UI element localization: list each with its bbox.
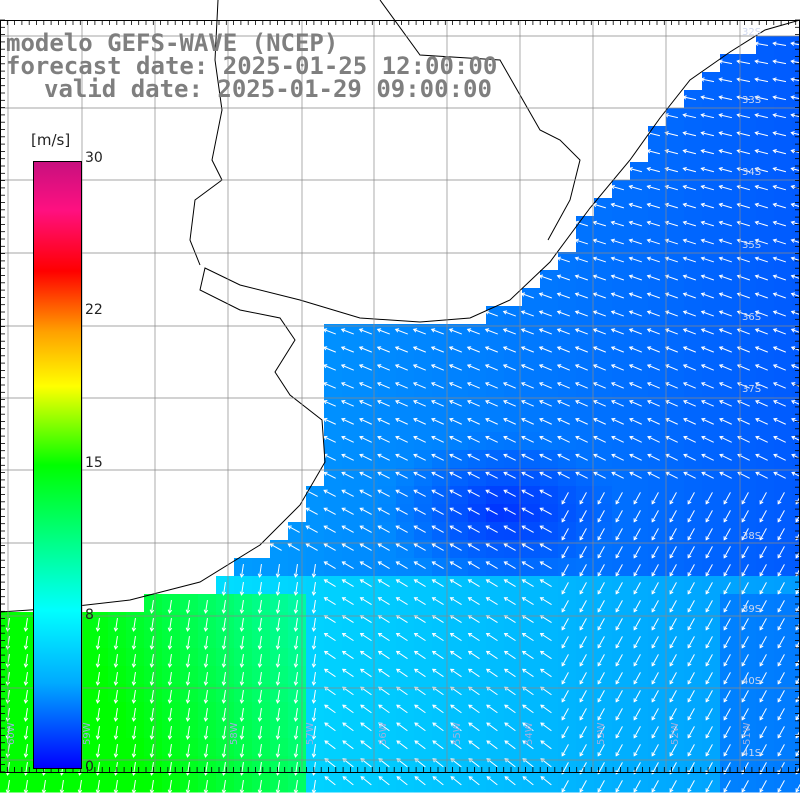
- lat-label: 38S: [742, 531, 762, 542]
- lon-label: 57W: [305, 722, 316, 745]
- lat-label: 35S: [742, 240, 762, 251]
- colorbar-unit: [m/s]: [31, 131, 71, 149]
- colorbar-tick-8: 8: [85, 607, 94, 623]
- model-title: modelo GEFS-WAVE (NCEP): [6, 29, 339, 57]
- forecast-date: forecast date: 2025-01-25 12:00:00: [6, 52, 498, 80]
- map-frame: [0, 19, 800, 773]
- border-line: [189, 0, 223, 266]
- colorbar-tick-22: 22: [85, 302, 103, 318]
- lat-label: 41S: [742, 748, 762, 759]
- lat-label: 32S: [742, 27, 762, 38]
- graticule: [0, 20, 800, 772]
- colorbar-tick-0: 0: [85, 759, 94, 775]
- lon-label: 52W: [670, 722, 681, 745]
- lat-label: 39S: [742, 604, 762, 615]
- colorbar: [33, 161, 82, 769]
- coastline: [0, 19, 800, 613]
- lat-label: 33S: [742, 95, 762, 106]
- lon-label: 55W: [452, 722, 463, 745]
- lon-label: 58W: [229, 722, 240, 745]
- valid-date: valid date: 2025-01-29 09:00:00: [44, 75, 492, 103]
- lat-label: 37S: [742, 384, 762, 395]
- colorbar-tick-15: 15: [85, 455, 103, 471]
- lon-label: 56W: [378, 722, 389, 745]
- lon-label: 60W: [6, 722, 17, 745]
- lon-label: 54W: [524, 722, 535, 745]
- lon-label: 51W: [742, 722, 753, 745]
- lat-label: 34S: [742, 167, 762, 178]
- lat-label: 40S: [742, 676, 762, 687]
- lon-label: 53W: [596, 722, 607, 745]
- lat-label: 36S: [742, 312, 762, 323]
- lon-label: 59W: [82, 722, 93, 745]
- colorbar-tick-30: 30: [85, 150, 103, 166]
- wind-speed-field: [0, 36, 800, 793]
